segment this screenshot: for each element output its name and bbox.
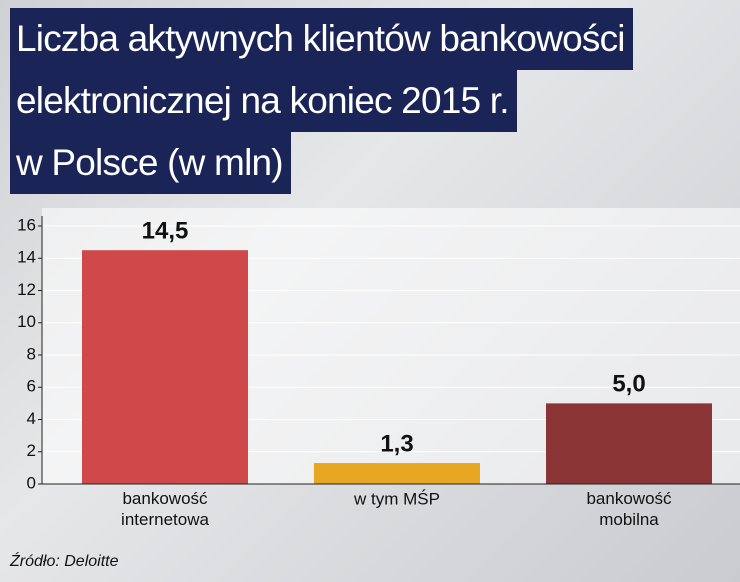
- title-line: w Polsce (w mln): [10, 132, 291, 194]
- bar: [546, 403, 712, 484]
- title-line: elektronicznej na koniec 2015 r.: [10, 70, 517, 132]
- x-tick-label: bankowość internetowa: [121, 489, 209, 529]
- bar: [314, 463, 480, 484]
- value-label: 1,3: [380, 430, 413, 457]
- y-tick-label: 0: [27, 473, 36, 492]
- x-tick-label: bankowość mobilna: [586, 489, 672, 529]
- source: Źródło: Deloitte: [9, 551, 119, 570]
- value-label: 14,5: [142, 218, 189, 245]
- bar: [82, 250, 248, 484]
- y-tick-label: 16: [17, 215, 36, 234]
- y-tick-label: 8: [27, 344, 36, 363]
- x-tick-label: w tym MŚP: [353, 489, 440, 508]
- y-tick-label: 6: [27, 377, 36, 396]
- chart-title: Liczba aktywnych klientów bankowości elek…: [10, 8, 735, 194]
- y-tick-label: 4: [27, 409, 36, 428]
- value-label: 5,0: [612, 371, 645, 398]
- title-line: Liczba aktywnych klientów bankowości: [10, 8, 633, 70]
- y-tick-label: 12: [17, 280, 36, 299]
- y-tick-label: 14: [17, 248, 36, 267]
- y-tick-label: 10: [17, 312, 36, 331]
- y-tick-label: 2: [27, 441, 36, 460]
